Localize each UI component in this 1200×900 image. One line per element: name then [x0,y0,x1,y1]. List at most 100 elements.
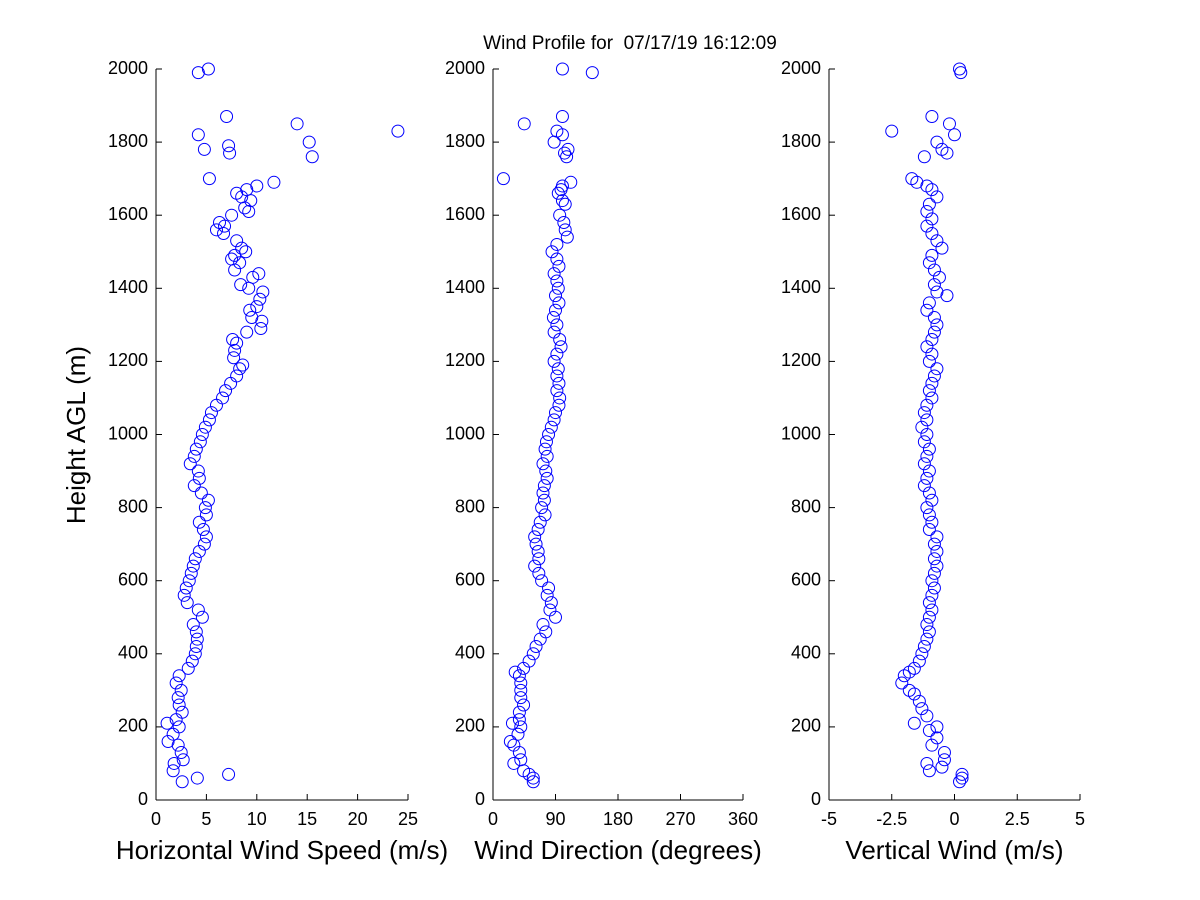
x-tick-label: 90 [545,809,565,829]
data-point [547,413,561,427]
data-point [188,552,202,566]
data-point [529,537,543,551]
data-point [920,428,934,441]
data-point [174,745,188,759]
data-point [209,223,223,237]
data-point [230,336,244,350]
data-point [912,654,926,668]
data-point [228,343,242,357]
data-point [302,135,316,149]
data-point [199,508,213,522]
data-point [190,632,204,646]
data-point [201,493,215,507]
x-tick-label: 0 [151,809,161,829]
data-point [544,596,558,610]
data-point [192,471,206,485]
data-point [191,128,205,142]
y-tick-label: 600 [455,569,485,589]
data-point [290,117,304,131]
data-point [228,248,242,262]
data-point [220,110,234,124]
data-point [199,530,213,544]
chart-title: Wind Profile for 07/17/19 16:12:09 [483,33,777,54]
data-point [927,581,941,595]
data-point [547,267,561,281]
data-point [186,618,200,632]
data-point [177,588,191,602]
data-point [185,654,199,668]
data-point [160,716,174,730]
data-point [536,457,550,471]
data-point [169,676,183,690]
y-tick-label: 1200 [108,350,148,370]
data-point [935,241,949,255]
y-tick-label: 2000 [445,58,485,78]
data-point [172,669,186,683]
y-tick-label: 1400 [108,277,148,297]
data-point [391,124,405,138]
data-point [549,610,562,624]
data-point [927,552,941,566]
y-tick-label: 400 [118,643,148,663]
data-point [192,544,206,558]
data-point [526,771,540,785]
data-point [533,632,547,646]
data-point [925,248,939,262]
data-point [550,384,564,398]
data-point [171,691,185,705]
data-point [920,449,934,463]
data-point [181,661,195,675]
data-point [558,223,572,237]
x-tick-label: 270 [665,809,695,829]
x-axis-label: Vertical Wind (m/s) [845,835,1063,865]
data-point [955,767,969,781]
data-point [517,661,531,675]
data-point [209,398,223,412]
data-point [553,208,567,222]
data-point [190,771,204,785]
y-tick-label: 1000 [781,423,821,443]
data-point [233,256,247,270]
data-point [555,128,569,142]
data-point [940,289,954,303]
data-point [202,172,216,186]
data-point [925,226,939,240]
data-point [930,720,944,734]
data-point [514,720,528,734]
data-point [187,449,201,463]
data-point [920,205,934,219]
data-point [528,530,542,544]
data-point [267,175,281,189]
data-point [585,66,599,80]
data-point [512,669,526,683]
y-tick-label: 0 [811,789,821,809]
data-point [242,281,256,295]
y-tick-label: 0 [475,789,485,809]
x-tick-label: 25 [398,809,418,829]
data-point [535,574,549,588]
y-axis-label: Height AGL (m) [61,346,91,524]
data-point [512,705,526,719]
data-point [930,544,944,558]
data-point [243,303,257,317]
data-point [922,596,936,610]
data-point [927,278,941,292]
data-point [912,694,926,708]
data-point [555,194,569,208]
data-point [191,603,205,617]
data-point [907,687,921,701]
data-point [920,398,934,412]
data-point [533,515,547,529]
y-tick-label: 2000 [108,58,148,78]
data-point [507,756,521,770]
data-point [529,639,543,653]
data-point [930,285,944,299]
y-tick-label: 1600 [108,204,148,224]
data-point [189,639,203,653]
data-point [194,486,208,500]
data-point [512,745,526,759]
data-point [549,303,562,317]
data-point [166,727,180,741]
y-tick-label: 0 [138,789,148,809]
